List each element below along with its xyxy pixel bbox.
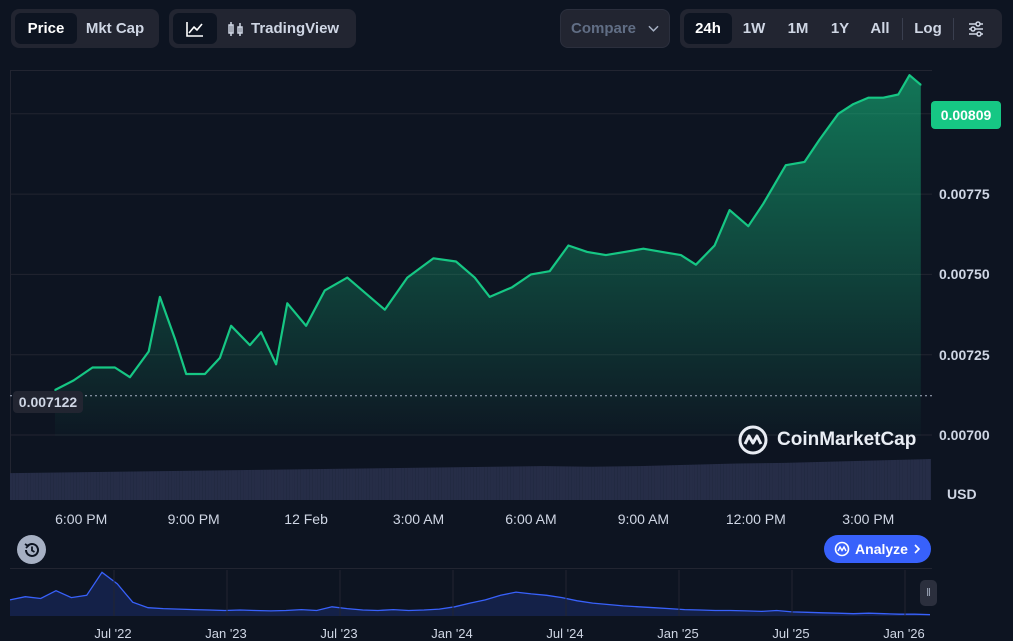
range-24h[interactable]: 24h [684,13,732,44]
navigator-frame[interactable] [10,568,932,618]
navigator-tick-label: Jul '24 [546,626,584,641]
x-tick-label: 3:00 AM [392,511,445,527]
navigator-tick-label: Jul '22 [94,626,132,641]
chevron-down-icon [648,25,659,32]
settings-sliders-icon [969,20,983,37]
current-price-badge: 0.00809 [931,101,1001,129]
watermark-text: CoinMarketCap [777,429,917,450]
coinmarketcap-watermark: CoinMarketCap [737,424,916,456]
x-tick-label: 12 Feb [284,511,328,527]
history-icon [24,542,39,557]
y-tick-label: 0.00750 [939,266,990,283]
currency-label: USD [947,486,977,502]
chart-type-toggle: TradingView [169,9,356,48]
y-tick-label: 0.00700 [939,427,990,443]
compare-label: Compare [571,20,637,37]
log-scale-button[interactable]: Log [914,20,942,37]
analyze-icon [834,541,850,557]
line-chart-button[interactable] [173,13,217,44]
range-all[interactable]: All [870,20,890,37]
range-1w[interactable]: 1W [742,20,766,37]
analyze-label: Analyze [855,541,908,557]
x-tick-label: 9:00 AM [617,511,670,527]
toolbar-divider [953,17,954,40]
chart-frame [10,70,932,500]
y-tick-label: 0.00775 [939,186,990,203]
time-range-toggle: 24h 1W 1M 1Y All Log [680,9,1002,48]
mktcap-tab[interactable]: Mkt Cap [85,20,145,37]
range-1m[interactable]: 1M [787,20,809,37]
y-tick-label: 0.00725 [939,346,990,363]
x-tick-label: 9:00 PM [167,511,220,527]
settings-button[interactable] [956,13,996,44]
drag-grip-icon: ‖ [926,587,931,599]
tradingview-button[interactable]: TradingView [217,13,349,44]
toolbar-divider [902,17,903,40]
coinmarketcap-logo-icon [738,425,768,455]
compare-dropdown[interactable]: Compare [560,9,670,48]
range-1y[interactable]: 1Y [830,20,850,37]
chevron-right-icon [914,544,921,554]
navigator-tick-label: Jul '23 [320,626,358,641]
navigator-tick-label: Jan '25 [657,626,699,641]
price-tab[interactable]: Price [15,13,77,44]
navigator-tick-label: Jan '26 [883,626,925,641]
line-chart-icon [186,21,203,37]
x-tick-label: 6:00 PM [55,511,108,527]
history-button[interactable] [17,535,46,564]
navigator-tick-label: Jan '24 [431,626,473,641]
navigator-tick-label: Jul '25 [772,626,810,641]
candlestick-icon [228,21,243,36]
price-mktcap-toggle: Price Mkt Cap [11,9,159,48]
x-tick-label: 6:00 AM [505,511,557,527]
open-price-badge: 0.007122 [13,391,83,413]
x-tick-label: 3:00 PM [842,511,895,527]
navigator-handle[interactable]: ‖ [920,580,937,606]
x-tick-label: 12:00 PM [725,511,786,527]
navigator-tick-label: Jan '23 [205,626,247,641]
analyze-button[interactable]: Analyze [824,535,931,563]
tradingview-label: TradingView [251,20,340,37]
